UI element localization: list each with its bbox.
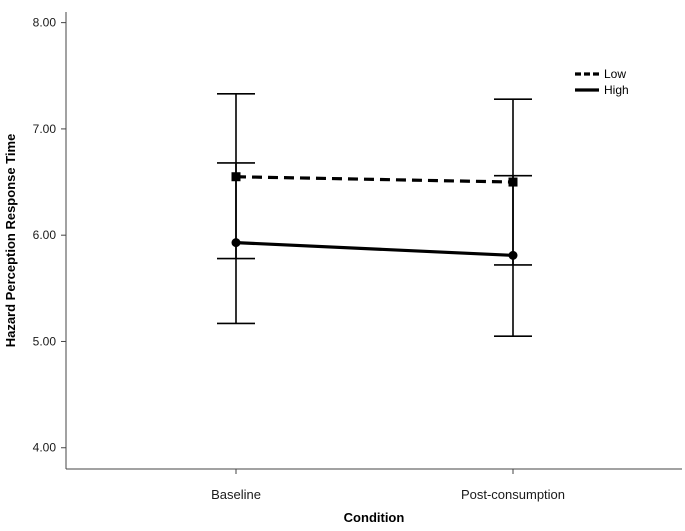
y-tick-label: 6.00 (33, 228, 57, 242)
data-point-low (508, 177, 518, 187)
error-bars (217, 93, 532, 337)
markers (231, 172, 518, 260)
y-axis-title: Hazard Perception Response Time (3, 134, 18, 348)
legend-label-high: High (604, 83, 629, 97)
x-axis-ticks: Baseline Post-consumption (211, 469, 565, 502)
x-tick-label: Post-consumption (461, 487, 565, 502)
series-line-high (235, 241, 514, 257)
x-axis-title: Condition (344, 510, 405, 525)
legend-label-low: Low (604, 67, 626, 81)
x-tick-label: Baseline (211, 487, 261, 502)
y-tick-label: 5.00 (33, 334, 57, 348)
series-lines (235, 175, 514, 257)
series-line-low (235, 175, 514, 184)
y-axis-ticks: 4.00 5.00 6.00 7.00 8.00 (33, 16, 66, 455)
y-tick-label: 4.00 (33, 441, 57, 455)
y-tick-label: 8.00 (33, 16, 57, 30)
axes (65, 12, 682, 470)
legend: Low High (575, 67, 629, 97)
data-point-high (508, 250, 518, 260)
y-tick-label: 7.00 (33, 122, 57, 136)
data-point-high (231, 238, 241, 248)
data-point-low (231, 172, 241, 182)
